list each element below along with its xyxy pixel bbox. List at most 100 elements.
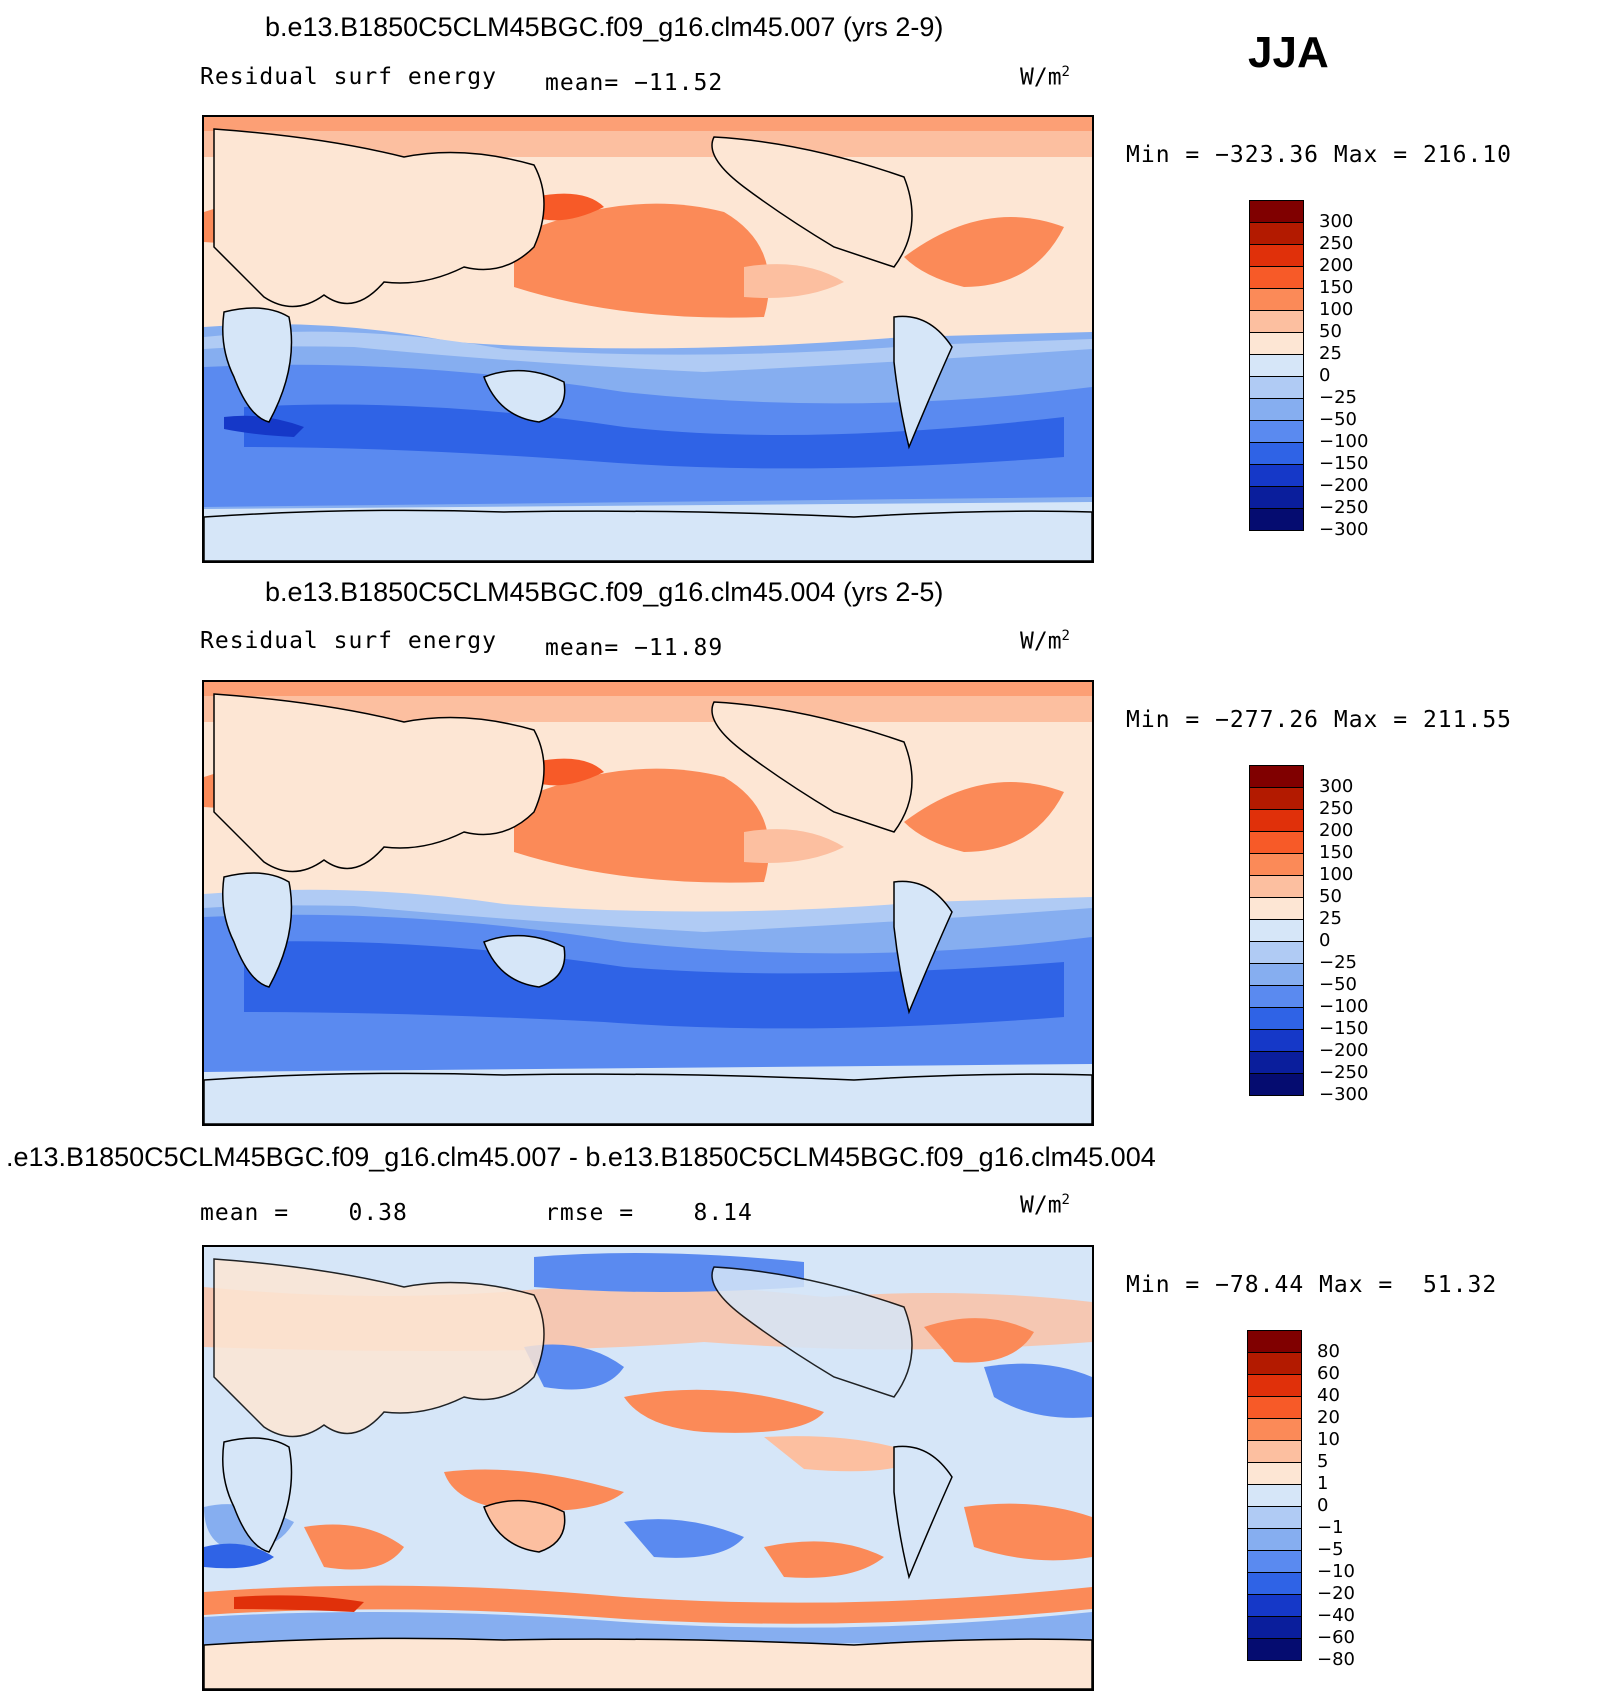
colorbar-tick-label: −100: [1319, 431, 1369, 452]
colorbar-tick-label: 100: [1319, 864, 1354, 885]
colorbar-swatch: [1247, 1352, 1302, 1375]
colorbar-swatch: [1247, 1528, 1302, 1551]
colorbar-tick-label: −200: [1319, 475, 1369, 496]
panel1-variable-label: Residual surf energy: [200, 64, 497, 90]
colorbar-tick-label: 25: [1319, 908, 1342, 929]
colorbar-tick-label: −50: [1319, 974, 1357, 995]
colorbar-tick-label: −10: [1317, 1561, 1355, 1582]
colorbar-swatch: [1249, 354, 1304, 377]
panel1-map: [202, 115, 1094, 563]
panel2-mean-label: mean= −11.89: [545, 635, 724, 661]
colorbar-tick-label: −60: [1317, 1627, 1355, 1648]
panel1-minmax: Min = −323.36 Max = 216.10: [1126, 142, 1513, 168]
colorbar-swatch: [1249, 398, 1304, 421]
colorbar-swatch: [1247, 1594, 1302, 1617]
colorbar-tick-label: −150: [1319, 1018, 1369, 1039]
colorbar-swatch: [1249, 831, 1304, 854]
colorbar-tick-label: 1: [1317, 1473, 1329, 1494]
panel3-rmse-label: rmse = 8.14: [545, 1200, 753, 1226]
colorbar-swatch: [1249, 200, 1304, 223]
colorbar-tick-label: −25: [1319, 952, 1357, 973]
colorbar-swatch: [1249, 222, 1304, 245]
colorbar-tick-label: 50: [1319, 321, 1342, 342]
colorbar-tick-label: −5: [1317, 1539, 1344, 1560]
colorbar-tick-label: 300: [1319, 776, 1354, 797]
colorbar-swatch: [1247, 1484, 1302, 1507]
panel3-units: W/m2: [1020, 1192, 1070, 1219]
colorbar-swatch: [1249, 1029, 1304, 1052]
colorbar-swatch: [1249, 1007, 1304, 1030]
colorbar-tick-label: 250: [1319, 233, 1354, 254]
panel2-map: [202, 680, 1094, 1126]
colorbar-tick-label: −250: [1319, 497, 1369, 518]
colorbar-tick-label: −250: [1319, 1062, 1369, 1083]
colorbar-tick-label: −25: [1319, 387, 1357, 408]
colorbar-swatch: [1247, 1572, 1302, 1595]
colorbar-tick-label: −100: [1319, 996, 1369, 1017]
colorbar-tick-label: −300: [1319, 1084, 1369, 1105]
colorbar-tick-label: −20: [1317, 1583, 1355, 1604]
colorbar-swatch: [1249, 787, 1304, 810]
colorbar-swatch: [1249, 919, 1304, 942]
colorbar-swatch: [1247, 1396, 1302, 1419]
panel3-colorbar: 80 60 40 20 10 5 1 0 −1 −5 −10 −20 −40 −60 −80: [1247, 1330, 1397, 1682]
season-label: JJA: [1248, 28, 1329, 77]
colorbar-swatch: [1249, 508, 1304, 531]
panel3-map: [202, 1245, 1094, 1691]
panel3-map-svg: [204, 1247, 1092, 1689]
panel1-colorbar: 300 250 200 150 100 50 25 0 −25 −50 −100 −150 −200 −2…: [1249, 200, 1399, 552]
panel2-title: b.e13.B1850C5CLM45BGC.f09_g16.clm45.004 …: [265, 577, 944, 607]
panel1-units: W/m2: [1020, 64, 1070, 91]
panel3-mean-label: mean = 0.38: [200, 1200, 408, 1226]
colorbar-swatch: [1249, 765, 1304, 788]
colorbar-swatch: [1249, 1073, 1304, 1096]
colorbar-tick-label: −80: [1317, 1649, 1355, 1670]
colorbar-swatch: [1249, 464, 1304, 487]
colorbar-tick-label: −150: [1319, 453, 1369, 474]
colorbar-swatch: [1249, 985, 1304, 1008]
colorbar-swatch: [1249, 963, 1304, 986]
colorbar-tick-label: 200: [1319, 820, 1354, 841]
colorbar-swatch: [1247, 1506, 1302, 1529]
colorbar-swatch: [1247, 1374, 1302, 1397]
colorbar-tick-label: 25: [1319, 343, 1342, 364]
colorbar-swatch: [1249, 809, 1304, 832]
colorbar-tick-label: 20: [1317, 1407, 1340, 1428]
colorbar-swatch: [1247, 1616, 1302, 1639]
panel1-mean-label: mean= −11.52: [545, 70, 724, 96]
panel2-minmax: Min = −277.26 Max = 211.55: [1126, 707, 1513, 733]
colorbar-tick-label: −40: [1317, 1605, 1355, 1626]
colorbar-tick-label: 5: [1317, 1451, 1329, 1472]
colorbar-tick-label: 100: [1319, 299, 1354, 320]
colorbar-swatch: [1249, 941, 1304, 964]
colorbar-tick-label: −50: [1319, 409, 1357, 430]
colorbar-tick-label: 200: [1319, 255, 1354, 276]
panel1-title: b.e13.B1850C5CLM45BGC.f09_g16.clm45.007 …: [265, 12, 944, 42]
colorbar-tick-label: 40: [1317, 1385, 1340, 1406]
colorbar-swatch: [1247, 1638, 1302, 1661]
colorbar-tick-label: 0: [1317, 1495, 1329, 1516]
colorbar-tick-label: 150: [1319, 277, 1354, 298]
colorbar-swatch: [1249, 266, 1304, 289]
colorbar-tick-label: 300: [1319, 211, 1354, 232]
colorbar-swatch: [1249, 288, 1304, 311]
colorbar-tick-label: 60: [1317, 1363, 1340, 1384]
colorbar-tick-label: 150: [1319, 842, 1354, 863]
colorbar-swatch: [1249, 376, 1304, 399]
colorbar-swatch: [1249, 420, 1304, 443]
colorbar-tick-label: −200: [1319, 1040, 1369, 1061]
colorbar-swatch: [1249, 897, 1304, 920]
colorbar-swatch: [1249, 853, 1304, 876]
colorbar-tick-label: −300: [1319, 519, 1369, 540]
panel2-variable-label: Residual surf energy: [200, 628, 497, 654]
colorbar-swatch: [1249, 332, 1304, 355]
colorbar-tick-label: 50: [1319, 886, 1342, 907]
colorbar-swatch: [1247, 1462, 1302, 1485]
colorbar-swatch: [1249, 442, 1304, 465]
panel2-units: W/m2: [1020, 628, 1070, 655]
colorbar-tick-label: 10: [1317, 1429, 1340, 1450]
panel3-title: .e13.B1850C5CLM45BGC.f09_g16.clm45.007 -…: [6, 1142, 1156, 1172]
colorbar-swatch: [1247, 1440, 1302, 1463]
colorbar-swatch: [1247, 1550, 1302, 1573]
colorbar-swatch: [1249, 310, 1304, 333]
